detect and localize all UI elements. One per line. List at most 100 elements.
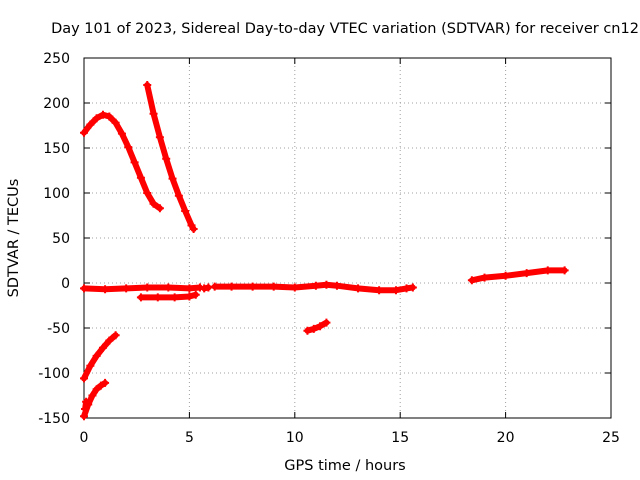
data-point [248,282,257,291]
data-point [155,204,164,213]
data-point [82,397,91,406]
y-axis: -150 -100 -50 0 50 100 150 200 250 [38,51,611,427]
series-layer [80,81,569,421]
data-point [174,191,183,200]
data-point [290,283,299,292]
x-tick-label: 15 [391,430,409,446]
data-point [168,174,177,183]
data-point [81,405,90,413]
data-point [86,361,95,370]
data-point [101,285,110,294]
data-point [316,322,325,331]
data-point [122,284,131,293]
data-point [92,351,101,360]
series-offset-segment [136,290,200,302]
y-tick-label: 250 [43,51,70,67]
data-point [101,378,110,387]
y-tick-label: 200 [43,96,70,112]
y-axis-label: SDTVAR / TECUs [6,179,22,298]
data-point [408,283,417,292]
grid-lines [84,58,611,418]
data-point [185,284,194,293]
data-point [375,286,384,295]
data-point [269,282,278,291]
series-baseline-late [467,266,569,285]
data-point [162,154,171,163]
data-point [80,374,88,383]
y-tick-label: 0 [61,276,70,292]
x-tick-label: 25 [602,430,620,446]
x-axis-label: GPS time / hours [284,458,405,474]
y-tick-label: 50 [52,231,70,247]
data-point [155,133,164,142]
data-point [322,280,331,289]
data-point [80,412,88,421]
data-point [560,266,569,275]
data-point [309,324,318,333]
data-point [311,281,320,290]
series-arc-low-3 [81,397,91,413]
series-line [81,111,163,212]
series-arc-steep-descent [143,81,198,233]
data-point [136,173,145,182]
series-short-rise [303,318,331,335]
data-point [332,281,341,290]
data-point [88,391,97,400]
series-arc-low-1 [80,331,120,383]
data-point [480,273,489,282]
x-tick-label: 20 [497,430,515,446]
data-point [149,199,158,208]
data-point [105,112,114,121]
data-point [136,293,145,302]
x-tick-label: 10 [286,430,304,446]
data-point [543,266,552,275]
data-point [210,282,219,291]
data-point [153,293,162,302]
data-point [98,110,107,119]
y-tick-label: -150 [38,411,70,427]
data-point [111,331,120,340]
data-point [92,114,101,123]
y-tick-label: -100 [38,366,70,382]
plot-frame [83,57,612,419]
chart-title: Day 101 of 2023, Sidereal Day-to-day VTE… [51,21,639,37]
series-baseline-mid [210,280,417,295]
data-point [130,158,139,167]
data-point [467,276,476,285]
data-point [185,292,194,301]
data-point [191,290,200,299]
data-point [501,271,510,280]
data-point [80,284,88,293]
series-isolated-point [200,283,213,293]
data-point [86,120,95,129]
data-point [96,381,105,390]
x-tick-label: 5 [185,430,194,446]
series-baseline-early [80,283,204,294]
data-point [98,343,107,352]
data-point [105,336,114,345]
data-point [522,269,531,278]
y-tick-label: 150 [43,141,70,157]
data-point [80,128,88,137]
series-line [468,267,568,284]
data-point [354,284,363,293]
data-point [189,225,198,233]
data-point [227,282,236,291]
y-tick-label: -50 [47,321,70,337]
x-axis: 0 5 10 15 20 25 [80,58,620,446]
data-point [143,189,152,197]
series-arc-rising-peak [80,110,164,213]
data-point [143,283,152,292]
data-point [164,283,173,292]
data-point [391,286,400,295]
data-point [143,81,152,89]
y-tick-label: 100 [43,186,70,202]
data-point [117,129,126,138]
data-point [124,143,133,152]
data-point [92,385,101,394]
x-tick-label: 0 [80,430,89,446]
data-point [181,207,190,215]
data-point [149,109,158,118]
data-point [170,293,179,302]
